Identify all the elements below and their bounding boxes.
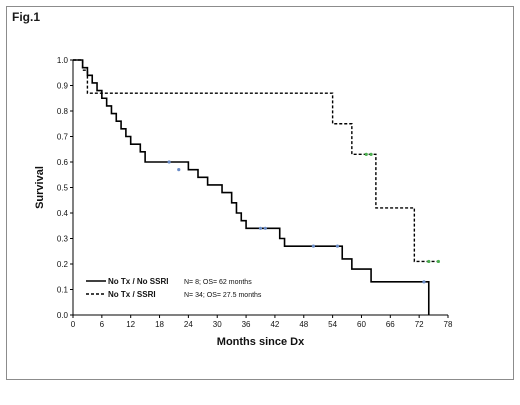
censor-mark: [364, 152, 368, 156]
y-tick-label: 0.7: [57, 133, 69, 142]
figure-frame: [6, 6, 514, 380]
x-tick-label: 48: [299, 320, 308, 329]
legend-note-no-ssri: N= 8; OS= 62 months: [184, 279, 252, 286]
x-tick-label: 6: [100, 320, 105, 329]
x-tick-label: 12: [126, 320, 135, 329]
x-tick-label: 24: [184, 320, 193, 329]
y-tick-label: 0.1: [57, 286, 69, 295]
y-tick-label: 0.0: [57, 311, 69, 320]
censor-mark: [369, 152, 373, 156]
x-tick-label: 72: [415, 320, 424, 329]
x-tick-label: 42: [270, 320, 279, 329]
x-tick-label: 78: [444, 320, 453, 329]
legend: No Tx / No SSRI N= 8; OS= 62 months No T…: [86, 277, 262, 299]
legend-label-ssri: No Tx / SSRI: [108, 290, 156, 299]
censor-mark: [177, 168, 181, 172]
x-tick-label: 66: [386, 320, 395, 329]
censor-mark: [436, 259, 440, 264]
y-tick-label: 0.6: [57, 158, 69, 167]
censor-mark: [427, 259, 431, 264]
series-line-no-ssri: [73, 59, 430, 315]
figure-label: Fig.1: [12, 10, 41, 24]
censor-mark: [311, 244, 315, 248]
y-tick-label: 0.8: [57, 107, 69, 116]
legend-label-no-ssri: No Tx / No SSRI: [108, 277, 168, 286]
y-tick-label: 0.5: [57, 184, 69, 193]
legend-note-ssri: N= 34; OS= 27.5 months: [184, 292, 262, 299]
x-tick-label: 30: [213, 320, 222, 329]
y-tick-label: 1.0: [57, 56, 69, 65]
censor-mark: [258, 226, 263, 230]
x-tick-label: 36: [242, 320, 251, 329]
x-tick-label: 18: [155, 320, 164, 329]
y-axis-title: Survival: [34, 166, 46, 209]
y-tick-label: 0.2: [57, 260, 69, 269]
x-axis-title: Months since Dx: [217, 336, 305, 348]
x-tick-label: 60: [357, 320, 366, 329]
censor-mark: [422, 280, 426, 284]
y-tick-label: 0.9: [57, 82, 69, 91]
y-tick-label: 0.4: [57, 209, 69, 218]
y-tick-label: 0.3: [57, 235, 69, 244]
censor-mark: [335, 244, 340, 248]
x-tick-label: 0: [71, 320, 76, 329]
x-tick-label: 54: [328, 320, 337, 329]
censor-mark: [167, 160, 171, 164]
censor-mark: [263, 226, 267, 230]
series-line-ssri: [73, 59, 439, 263]
